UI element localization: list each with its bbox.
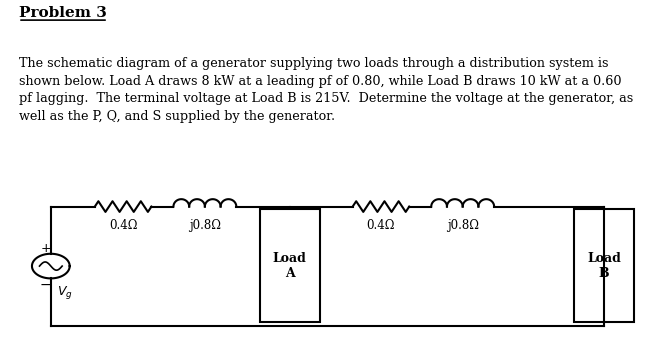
- Text: Load
B: Load B: [588, 252, 621, 280]
- Text: +: +: [41, 242, 51, 255]
- Text: 0.4Ω: 0.4Ω: [367, 219, 395, 232]
- Text: −: −: [40, 278, 52, 292]
- Bar: [260, 209, 320, 322]
- Text: $V_g$: $V_g$: [57, 284, 73, 301]
- Text: The schematic diagram of a generator supplying two loads through a distribution : The schematic diagram of a generator sup…: [20, 57, 633, 123]
- Text: j0.8Ω: j0.8Ω: [447, 219, 479, 232]
- Text: j0.8Ω: j0.8Ω: [189, 219, 221, 232]
- Text: Problem 3: Problem 3: [20, 6, 107, 20]
- Text: 0.4Ω: 0.4Ω: [109, 219, 138, 232]
- Text: Load
A: Load A: [273, 252, 307, 280]
- Bar: [574, 209, 634, 322]
